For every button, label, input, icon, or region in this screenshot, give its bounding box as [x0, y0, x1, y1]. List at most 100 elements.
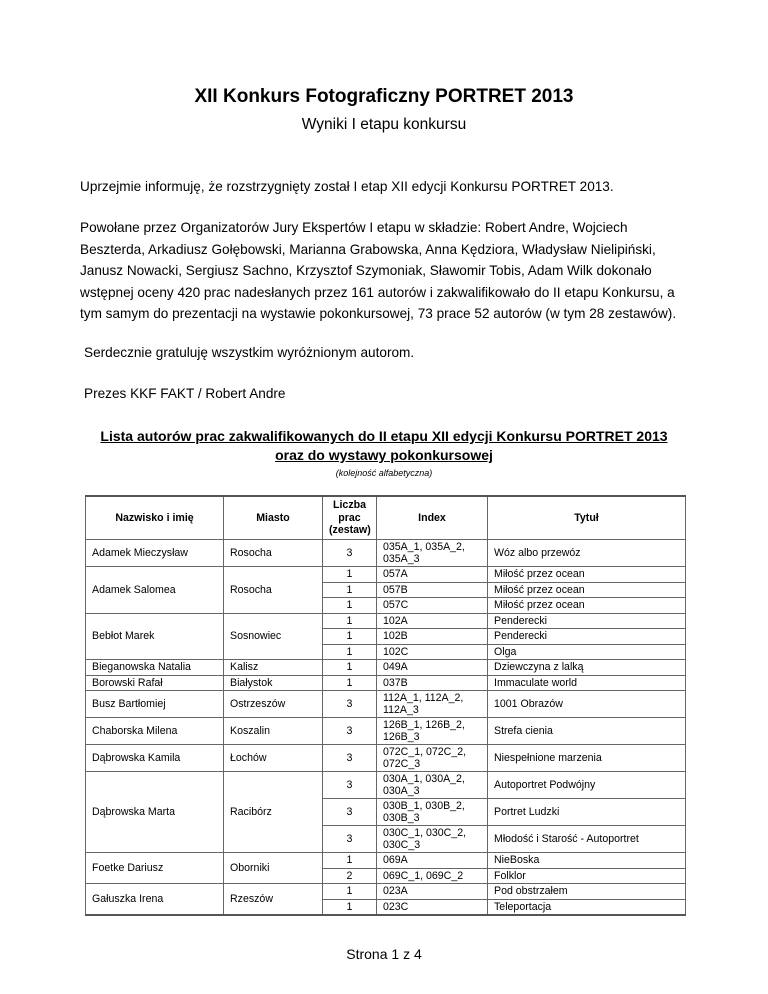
work-count: 1 — [322, 612, 377, 629]
list-heading-line2: oraz do wystawy pokonkursowej — [275, 447, 493, 463]
header-city: Miasto — [223, 495, 323, 540]
author-name: Gałuszka Irena — [85, 883, 224, 916]
work-title: Olga — [487, 643, 686, 660]
table-header-row: Nazwisko i imię Miasto Liczba prac (zest… — [85, 495, 686, 540]
work-count: 1 — [322, 852, 377, 869]
work-count: 1 — [322, 581, 377, 598]
work-title: Penderecki — [487, 612, 686, 629]
work-title: Portret Ludzki — [487, 798, 686, 826]
work-title: Dziewczyna z lalką — [487, 659, 686, 676]
work-title: Wóz albo przewóz — [487, 539, 686, 567]
work-index: 030B_1, 030B_2, 030B_3 — [376, 798, 488, 826]
work-count: 1 — [322, 597, 377, 614]
work-title: Teleportacja — [487, 898, 686, 916]
work-index: 049A — [376, 659, 488, 676]
table-row: Bebłot Marek Sosnowiec 1 102A Penderecki — [85, 612, 686, 660]
work-index: 072C_1, 072C_2, 072C_3 — [376, 744, 488, 772]
work-count: 3 — [322, 771, 377, 799]
work-title: Młodość i Starość - Autoportret — [487, 825, 686, 853]
work-count: 1 — [322, 898, 377, 916]
table-row: 1 023C Teleportacja — [86, 898, 686, 916]
author-name: Foetke Dariusz — [85, 852, 224, 884]
work-index: 057B — [376, 581, 488, 598]
work-count: 3 — [322, 690, 377, 718]
list-note: (kolejność alfabetyczna) — [335, 468, 433, 478]
work-count: 1 — [322, 883, 377, 900]
table-row: Chaborska Milena Koszalin 3 126B_1, 126B_2,… — [85, 717, 686, 745]
work-index: 030C_1, 030C_2, 030C_3 — [376, 825, 488, 853]
header-name: Nazwisko i imię — [85, 495, 224, 540]
work-count: 1 — [322, 628, 377, 645]
author-city: Racibórz — [223, 771, 323, 853]
work-title: Miłość przez ocean — [487, 566, 686, 583]
page-footer: Strona 1 z 4 — [346, 946, 422, 962]
work-count: 1 — [322, 566, 377, 583]
work-count: 1 — [322, 659, 377, 676]
intro-paragraph: Uprzejmie informuję, że rozstrzygnięty z… — [80, 179, 614, 194]
work-title: Folklor — [487, 867, 686, 884]
author-city: Ostrzeszów — [223, 690, 323, 718]
document-subtitle: Wyniki I etapu konkursu — [301, 116, 467, 133]
header-count: Liczba prac (zestaw) — [322, 495, 377, 540]
work-title: Immaculate world — [487, 674, 686, 691]
table-row: Borowski Rafał Białystok 1 037B Immaculate w… — [85, 674, 686, 691]
table-row: Foetke Dariusz Oborniki 1 069A NieBoska — [85, 852, 686, 884]
results-table: Nazwisko i imię Miasto Liczba prac (zest… — [85, 495, 686, 916]
work-title: 1001 Obrazów — [487, 690, 686, 718]
header-title: Tytuł — [487, 495, 686, 540]
table-row: Adamek Salomea Rosocha 1 057A Miłość przez o… — [85, 566, 686, 614]
author-city: Kalisz — [223, 659, 323, 676]
author-name: Adamek Mieczysław — [85, 539, 224, 567]
work-count: 3 — [322, 825, 377, 853]
author-name: Borowski Rafał — [85, 674, 224, 691]
work-title: NieBoska — [487, 852, 686, 869]
work-index: 112A_1, 112A_2, 112A_3 — [376, 690, 488, 718]
author-name: Dąbrowska Marta — [85, 771, 224, 853]
author-name: Bieganowska Natalia — [85, 659, 224, 676]
work-index: 069C_1, 069C_2 — [376, 867, 488, 884]
work-count: 2 — [322, 867, 377, 884]
work-count: 3 — [322, 798, 377, 826]
author-name: Busz Bartłomiej — [85, 690, 224, 718]
work-index: 057C — [376, 597, 488, 614]
author-city: Sosnowiec — [223, 612, 323, 660]
document-title: XII Konkurs Fotograficzny PORTRET 2013 — [194, 86, 574, 107]
work-count: 3 — [322, 539, 377, 567]
work-count: 3 — [322, 717, 377, 745]
work-index: 102C — [376, 643, 488, 660]
author-name: Dąbrowska Kamila — [85, 744, 224, 772]
work-title: Niespełnione marzenia — [487, 744, 686, 772]
author-city: Łochów — [223, 744, 323, 772]
table-row: Busz Bartłomiej Ostrzeszów 3 112A_1, 112A_2… — [85, 690, 686, 718]
signature-line: Prezes KKF FAKT / Robert Andre — [84, 386, 286, 401]
header-index: Index — [376, 495, 488, 540]
table-row: Bieganowska Natalia Kalisz 1 049A Dziewczyna… — [85, 659, 686, 676]
work-count: 3 — [322, 744, 377, 772]
work-index: 030A_1, 030A_2, 030A_3 — [376, 771, 488, 799]
author-name: Bebłot Marek — [85, 612, 224, 660]
work-index: 023A — [376, 883, 488, 900]
author-city: Oborniki — [223, 852, 323, 884]
author-city: Rzeszów — [223, 883, 323, 916]
table-row: 1 057B Miłość przez ocean — [86, 581, 686, 598]
jury-paragraph: Powołane przez Organizatorów Jury Eksper… — [80, 220, 677, 321]
table-row: Dąbrowska Marta Racibórz 3 030A_1, 030A_2, … — [85, 771, 686, 853]
author-name: Chaborska Milena — [85, 717, 224, 745]
work-index: 057A — [376, 566, 488, 583]
table-row: 3 030C_1, 030C_2, 030C_3 Młodość i Starość… — [86, 825, 686, 853]
author-name: Adamek Salomea — [85, 566, 224, 614]
work-index: 023C — [376, 898, 488, 916]
congratulations-paragraph: Serdecznie gratuluję wszystkim wyróżnion… — [84, 345, 415, 360]
work-index: 126B_1, 126B_2, 126B_3 — [376, 717, 488, 745]
work-title: Miłość przez ocean — [487, 581, 686, 598]
work-title: Autoportret Podwójny — [487, 771, 686, 799]
work-index: 102A — [376, 612, 488, 629]
work-count: 1 — [322, 643, 377, 660]
work-index: 037B — [376, 674, 488, 691]
work-title: Strefa cienia — [487, 717, 686, 745]
list-heading-line1: Lista autorów prac zakwalifikowanych do … — [100, 428, 668, 444]
author-city: Białystok — [223, 674, 323, 691]
work-index: 102B — [376, 628, 488, 645]
table-row: Dąbrowska Kamila Łochów 3 072C_1, 072C_2, 0… — [85, 744, 686, 772]
